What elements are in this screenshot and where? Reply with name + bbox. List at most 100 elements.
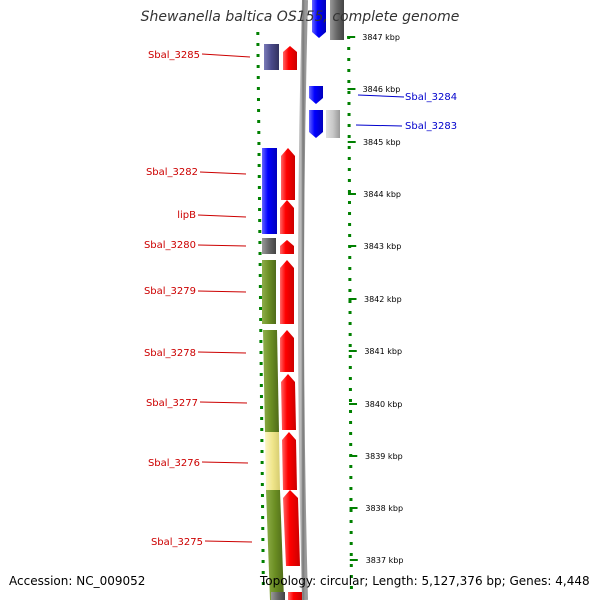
reverse-gene-block[interactable] (330, 0, 344, 40)
tick-dash (347, 146, 351, 149)
tick-dash (259, 340, 263, 343)
tick-dash (349, 509, 353, 512)
label-leader-line (197, 214, 247, 218)
reverse-cds-group (309, 0, 344, 138)
tick-dash (349, 443, 353, 446)
tick-dash (257, 142, 261, 145)
gene-label-sbal-3282[interactable]: Sbal_3282 (146, 167, 198, 178)
gene-label-sbal-3279[interactable]: Sbal_3279 (144, 286, 196, 297)
reverse-gene-labels: Sbal_3284 Sbal_3283 (355, 92, 457, 132)
tick-dash (348, 256, 352, 259)
tick-dash (261, 582, 265, 585)
tick-dash (348, 278, 352, 281)
tick-dash (349, 542, 353, 545)
tick-dash (260, 494, 264, 497)
tick-dash (347, 190, 351, 193)
forward-cds-arrows (271, 46, 302, 600)
gene-block-sbal-3282[interactable] (262, 148, 277, 234)
label-leader-line (199, 171, 247, 175)
reverse-cds-arrow[interactable] (309, 110, 323, 138)
forward-cds-arrow[interactable] (280, 260, 294, 324)
tick-dash (348, 322, 352, 325)
tick-dash (348, 223, 352, 226)
tick-dash (260, 406, 264, 409)
tick-dash (260, 428, 264, 431)
tick-dash (347, 179, 351, 182)
gene-label-sbal-3284[interactable]: Sbal_3284 (405, 92, 457, 103)
reverse-cds-arrow[interactable] (312, 0, 326, 38)
tick-dash (257, 164, 261, 167)
tick-dash (259, 351, 263, 354)
tick-dash (259, 395, 263, 398)
gene-label-sbal-3283[interactable]: Sbal_3283 (405, 121, 457, 132)
left-tick-track (256, 32, 265, 585)
tick-dash (349, 564, 353, 567)
forward-cds-arrow[interactable] (282, 432, 297, 490)
tick-dash (348, 344, 352, 347)
kbp-tick-labels: 3847 kbp 3846 kbp 3845 kbp 3844 kbp 3843 kbp… (347, 33, 403, 565)
reverse-gene-block[interactable] (326, 110, 340, 138)
tick-dash (257, 175, 261, 178)
tick-dash (348, 355, 352, 358)
tick-dash (349, 465, 353, 468)
forward-cds-arrow[interactable] (283, 490, 300, 566)
label-leader-line (197, 290, 247, 293)
gene-label-sbal-3275[interactable]: Sbal_3275 (151, 537, 203, 548)
tick-dash (260, 450, 264, 453)
label-leader-line (357, 94, 405, 98)
label-leader-line (197, 351, 247, 354)
tick-dash (256, 76, 260, 79)
gene-label-sbal-3276[interactable]: Sbal_3276 (148, 458, 200, 469)
label-leader-line (197, 244, 247, 247)
tick-dash (258, 285, 262, 288)
gene-label-sbal-3278[interactable]: Sbal_3278 (144, 348, 196, 359)
tick-dash (256, 65, 260, 68)
kbp-tick-label: 3839 kbp (365, 452, 403, 461)
tick-dash (348, 333, 352, 336)
tick-dash (347, 69, 351, 72)
gene-block-bottom[interactable] (271, 592, 285, 600)
gene-label-sbal-3285[interactable]: Sbal_3285 (148, 50, 200, 61)
tick-dash (349, 432, 353, 435)
kbp-tick-label: 3847 kbp (362, 33, 400, 42)
kbp-tick-label: 3846 kbp (363, 85, 401, 94)
gene-label-lipb[interactable]: lipB (177, 210, 196, 221)
label-leader-line (355, 124, 403, 127)
gene-block-sbal-3278[interactable] (263, 330, 279, 432)
kbp-tick-label: 3840 kbp (365, 400, 403, 409)
forward-cds-arrow[interactable] (280, 240, 294, 254)
gene-label-sbal-3277[interactable]: Sbal_3277 (146, 398, 198, 409)
forward-cds-arrow[interactable] (288, 592, 302, 600)
tick-dash (347, 201, 351, 204)
forward-cds-arrow[interactable] (283, 46, 297, 70)
forward-cds-arrow[interactable] (280, 330, 294, 372)
gene-block-sbal-3276[interactable] (265, 432, 280, 490)
tick-dash (349, 586, 353, 589)
kbp-tick-label: 3841 kbp (364, 347, 402, 356)
gene-block-sbal-3280[interactable] (262, 238, 276, 254)
right-tick-track (347, 36, 353, 589)
gene-label-sbal-3280[interactable]: Sbal_3280 (144, 240, 196, 251)
tick-dash (258, 252, 262, 255)
gene-block-sbal-3285[interactable] (264, 44, 279, 70)
tick-dash (260, 439, 264, 442)
reverse-cds-arrow[interactable] (309, 86, 323, 104)
label-leader-line (201, 53, 251, 58)
tick-dash (256, 87, 260, 90)
tick-dash (259, 362, 263, 365)
tick-dash (260, 461, 264, 464)
forward-cds-arrow[interactable] (281, 374, 296, 430)
forward-cds-arrow[interactable] (280, 200, 294, 234)
gene-block-sbal-3275[interactable] (266, 490, 284, 600)
tick-dash (258, 219, 262, 222)
forward-gene-blocks (262, 44, 284, 600)
tick-dash (348, 267, 352, 270)
topology-label: Topology: circular; Length: 5,127,376 bp… (260, 574, 590, 588)
gene-block-sbal-3279[interactable] (262, 260, 276, 324)
tick-dash (349, 498, 353, 501)
tick-dash (349, 575, 353, 578)
tick-dash (348, 366, 352, 369)
tick-dash (258, 274, 262, 277)
forward-cds-arrow[interactable] (281, 148, 295, 200)
